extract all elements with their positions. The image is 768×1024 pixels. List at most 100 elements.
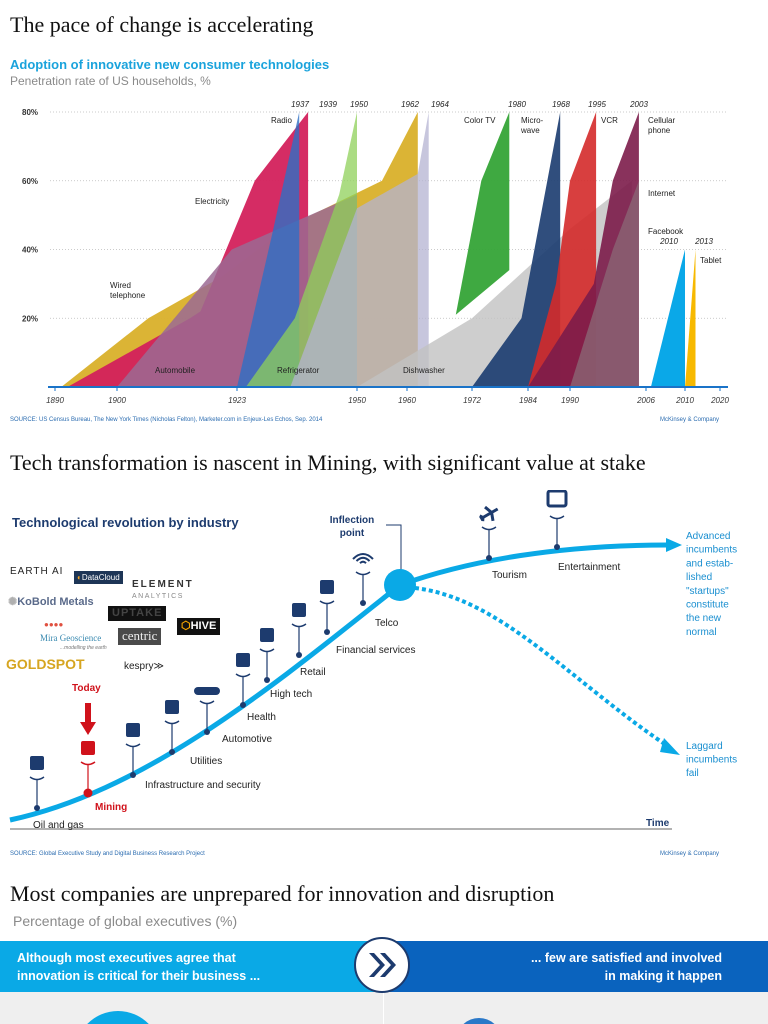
- wifi-icon: [352, 553, 374, 564]
- industry-dot: [554, 544, 560, 550]
- logo-uptake: UPTAKE: [108, 606, 167, 621]
- series-label: Dishwasher: [403, 366, 445, 375]
- series-label: Micro-wave: [520, 116, 544, 135]
- right-banner-text: ... few are satisfied and involved in ma…: [530, 951, 722, 983]
- industry-label: Retail: [300, 667, 326, 678]
- laggard-dotted-curve: [414, 586, 668, 747]
- series-label: Facebook: [648, 227, 684, 236]
- peak-year-label: 2010: [659, 237, 678, 246]
- industry-dot: [34, 805, 40, 811]
- peak-year-label: 1950: [350, 100, 368, 109]
- industry-dot: [360, 600, 366, 606]
- industry-label: High tech: [270, 689, 312, 700]
- industry-label: Oil and gas: [33, 820, 84, 831]
- monitor-icon: [546, 490, 568, 508]
- section3-subtitle: Percentage of global executives (%): [13, 913, 238, 929]
- mine-cart-icon: [81, 741, 95, 755]
- logo-text: KoBold Metals: [17, 596, 94, 608]
- series-label: Color TV: [464, 116, 496, 125]
- x-tick-label: 1984: [519, 396, 537, 405]
- peak-year-label: 2013: [694, 237, 713, 246]
- x-tick-label: 1960: [398, 396, 416, 405]
- arrowhead-icon: [660, 738, 680, 755]
- series-label: Refrigerator: [277, 366, 320, 375]
- industry-dot: [130, 772, 136, 778]
- advanced-outcome-label: Advanced incumbents and estab-lished "start…: [686, 531, 737, 638]
- content-panel: [0, 992, 768, 1024]
- stem-cap: [319, 600, 335, 605]
- industry-dot: [264, 677, 270, 683]
- right-banner: [384, 941, 768, 992]
- industry-label: Financial services: [336, 645, 415, 656]
- chart-title: Adoption of innovative new consumer tech…: [10, 57, 330, 72]
- chevron-circle: [354, 937, 410, 993]
- airplane-shape: [479, 505, 499, 522]
- industry-label: Automotive: [222, 734, 272, 745]
- today-label: Today: [72, 683, 101, 694]
- adoption-chart: 20% 40% 60% 80% 1890 1900 1923 1950 1960 1972 1984…: [22, 100, 729, 405]
- y-tick-label: 40%: [22, 246, 38, 255]
- hive-hexagon-icon: ⬡: [181, 620, 191, 632]
- today-arrow-shaft: [85, 703, 91, 723]
- time-label: Time: [646, 818, 670, 829]
- peak-year-label: 1964: [431, 100, 449, 109]
- series-area-13: [685, 249, 696, 387]
- caduceus-icon: [236, 653, 250, 667]
- series-area-3: [237, 112, 300, 387]
- industry-dot: [240, 702, 246, 708]
- industry-label: Health: [247, 712, 276, 723]
- logo-earth-ai: EARTH AI: [10, 566, 64, 577]
- x-tick-label: 2010: [675, 396, 694, 405]
- diagram-subheading: Technological revolution by industry: [12, 515, 239, 530]
- stem-cap: [164, 720, 180, 725]
- stem-cap: [29, 776, 45, 781]
- credit-card-icon: [320, 580, 334, 594]
- logo-centric: centric: [118, 628, 162, 645]
- logo-datacloud: ◐DataCloud: [74, 571, 123, 585]
- x-tick-label: 2006: [636, 396, 655, 405]
- peak-year-label: 1995: [588, 100, 606, 109]
- series-label: Tablet: [700, 256, 722, 265]
- series-area-5: [290, 112, 429, 387]
- industry-label: Telco: [375, 618, 399, 629]
- x-tick-label: 1900: [108, 396, 126, 405]
- left-banner: [0, 941, 384, 992]
- source-note: SOURCE: US Census Bureau, The New York T…: [10, 417, 323, 423]
- logo-mira-tagline: ...modelling the earth: [60, 645, 107, 651]
- logo-text: DataCloud: [81, 573, 120, 582]
- section2-heading: Tech transformation is nascent in Mining…: [10, 450, 646, 475]
- industry-dot: [169, 749, 175, 755]
- stem-cap: [259, 648, 275, 653]
- logo-kobold-metals: ✺KoBold Metals: [8, 596, 94, 609]
- x-tick-label: 1990: [561, 396, 579, 405]
- series-label: Automobile: [155, 366, 196, 375]
- power-plant-icon: [165, 700, 179, 714]
- peak-year-label: 1980: [508, 100, 526, 109]
- today-arrow-down-icon: [80, 722, 96, 735]
- chip-icon: [260, 628, 274, 642]
- peak-year-label: 1939: [319, 100, 337, 109]
- main-s-curve: [9, 542, 669, 823]
- series-area-8: [472, 112, 561, 387]
- industry-dot: [324, 629, 330, 635]
- y-tick-label: 20%: [22, 314, 38, 323]
- brand-footer: McKinsey & Company: [660, 851, 720, 857]
- series-label: Cellular phone: [648, 116, 675, 135]
- industry-s-curve-diagram: Time Inflection point Advanced incumbents and…: [9, 490, 737, 831]
- industry-label: Mining: [95, 802, 127, 813]
- right-stat-circle: [463, 1017, 495, 1024]
- peak-year-label: 1962: [401, 100, 419, 109]
- chart-subtitle: Penetration rate of US households, %: [10, 74, 211, 88]
- industry-dot: [83, 788, 93, 798]
- logo-goldspot: GOLDSPOT: [6, 656, 85, 672]
- stem-cap: [125, 743, 141, 748]
- series-label: Wired telephone: [110, 281, 146, 300]
- stem-cap: [199, 700, 215, 705]
- inflection-point-marker: [384, 569, 416, 601]
- logo-kespry: kespry≫: [124, 661, 164, 673]
- logo-hive: ⬡HIVE: [177, 618, 221, 635]
- logo-text: HIVE: [190, 620, 217, 632]
- x-tick-label: 1923: [228, 396, 246, 405]
- series-label: Radio: [271, 116, 292, 125]
- stem-cap: [481, 526, 497, 531]
